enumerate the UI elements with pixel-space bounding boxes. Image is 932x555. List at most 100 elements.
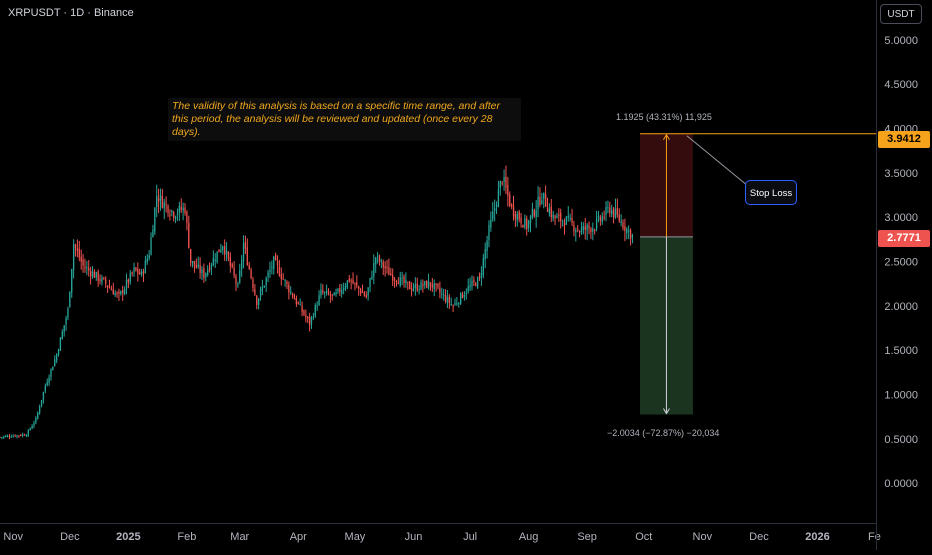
candle-body: [114, 292, 116, 296]
symbol-header[interactable]: XRPUSDT · 1D · Binance: [8, 7, 134, 19]
candle-body: [371, 276, 373, 279]
candle-body: [159, 195, 162, 201]
candle-body: [541, 200, 543, 204]
candle-body: [188, 223, 190, 249]
candle-body: [72, 244, 75, 270]
candle-body: [139, 272, 141, 275]
candle-body: [454, 302, 456, 306]
candle-body: [105, 279, 107, 284]
candle-body: [622, 222, 624, 229]
candle-body: [429, 282, 432, 286]
candle-body: [225, 250, 228, 256]
candle-body: [301, 305, 303, 312]
candle-body: [50, 369, 52, 377]
candle-body: [305, 315, 307, 318]
candle-body: [146, 258, 148, 263]
x-tick-label: 2025: [116, 531, 140, 543]
x-tick-label: Fe: [868, 531, 881, 543]
candle-body: [342, 288, 345, 290]
candle-body: [299, 304, 301, 306]
candle-body: [84, 267, 86, 269]
candle-body: [207, 269, 209, 275]
candle-body: [626, 228, 628, 234]
stop-loss-callout[interactable]: Stop Loss: [745, 180, 797, 205]
x-tick-label: May: [345, 531, 366, 543]
candle-body: [44, 385, 46, 392]
candle-body: [20, 435, 22, 437]
candle-body: [259, 289, 262, 297]
candle-body: [358, 286, 360, 289]
candle-body: [101, 277, 103, 283]
y-tick-label: 0.5000: [884, 434, 918, 446]
candle-body: [567, 215, 569, 218]
candle-body: [618, 214, 620, 221]
candle-body: [614, 209, 617, 218]
candle-body: [405, 280, 407, 284]
candle-body: [37, 412, 39, 419]
candle-body: [325, 290, 328, 293]
candle-body: [6, 435, 9, 437]
candle-body: [284, 280, 286, 282]
candle-body: [458, 303, 460, 305]
candle-body: [108, 286, 111, 288]
candle-body: [554, 215, 556, 218]
candle-body: [631, 235, 634, 238]
candle-body: [106, 285, 109, 288]
candle-body: [63, 325, 65, 332]
candle-body: [156, 195, 158, 208]
x-tick-label: Jun: [405, 531, 423, 543]
candle-body: [210, 264, 213, 269]
candle-body: [459, 293, 462, 304]
stop-arrow: [663, 133, 670, 141]
candle-body: [82, 259, 84, 266]
candle-body: [312, 316, 315, 318]
candle-body: [103, 277, 105, 279]
candle-body: [535, 210, 537, 218]
candle-body: [471, 281, 473, 286]
candle-body: [426, 281, 428, 288]
candle-body: [123, 288, 126, 295]
candle-body: [148, 255, 150, 259]
time-axis-divider: [0, 523, 876, 524]
candle-body: [173, 212, 175, 218]
candle-body: [560, 212, 562, 222]
y-tick-label: 5.0000: [884, 35, 918, 47]
candle-body: [522, 224, 524, 228]
candle-body: [495, 205, 498, 207]
x-tick-label: Mar: [230, 531, 249, 543]
candle-body: [397, 282, 400, 285]
candle-body: [186, 212, 188, 223]
candle-body: [201, 269, 203, 274]
candle-body: [69, 291, 71, 308]
candle-body: [544, 194, 547, 207]
candle-body: [286, 281, 288, 285]
candle-body: [505, 176, 507, 188]
candle-body: [516, 213, 518, 221]
candle-body: [59, 337, 62, 351]
candle-body: [461, 294, 464, 298]
candle-body: [291, 293, 294, 298]
candle-body: [507, 185, 509, 196]
candle-body: [331, 294, 333, 296]
candle-body: [329, 294, 332, 296]
analysis-note[interactable]: The validity of this analysis is based o…: [168, 98, 521, 141]
candle-body: [25, 435, 28, 437]
candle-body: [595, 219, 598, 230]
candle-body: [401, 277, 403, 279]
candle-body: [435, 283, 437, 286]
currency-button[interactable]: USDT: [880, 4, 922, 24]
x-tick-label: Feb: [177, 531, 196, 543]
candle-body: [539, 196, 541, 205]
candle-body: [344, 286, 347, 290]
candle-body: [607, 207, 609, 209]
candle-body: [416, 283, 418, 291]
candle-body: [482, 258, 484, 276]
candle-body: [480, 273, 483, 278]
candle-body: [163, 202, 165, 209]
candle-body: [93, 271, 96, 278]
candle-body: [190, 248, 192, 263]
candle-body: [463, 295, 466, 297]
candle-body: [316, 305, 318, 307]
candle-body: [543, 192, 545, 199]
